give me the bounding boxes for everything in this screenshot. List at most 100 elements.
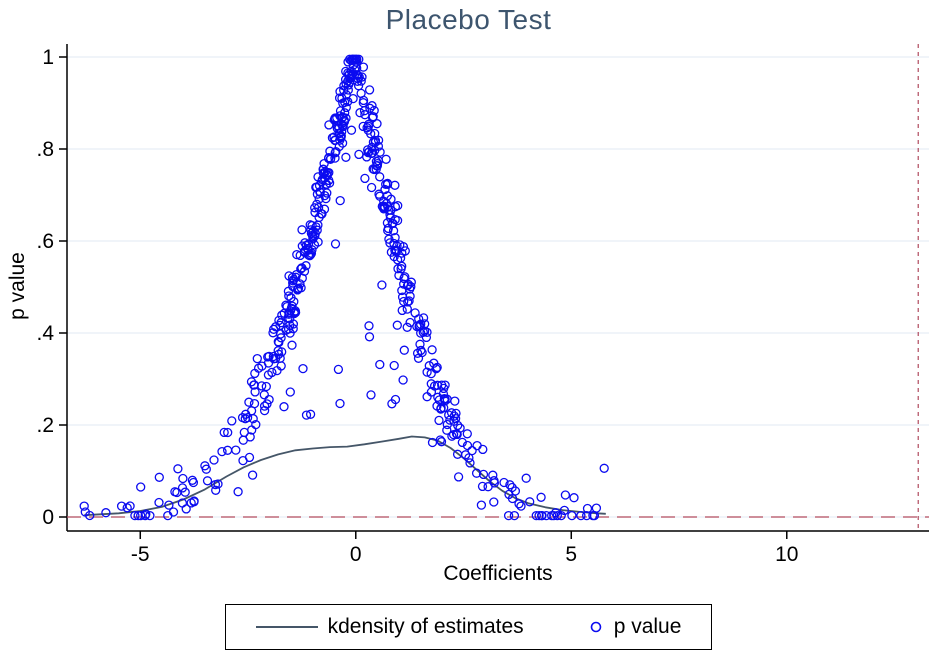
scatter-point (317, 177, 327, 187)
scatter-point (130, 510, 140, 521)
scatter-point (514, 499, 524, 509)
scatter-point (365, 103, 375, 113)
scatter-point (227, 416, 237, 426)
scatter-point (395, 253, 406, 263)
scatter-point (310, 231, 320, 241)
scatter-point (247, 425, 257, 435)
scatter-point (478, 444, 488, 455)
scatter-point (450, 396, 460, 406)
scatter-point (334, 93, 345, 103)
scatter-point (245, 432, 255, 442)
scatter-point (269, 324, 279, 334)
scatter-point (367, 101, 377, 111)
scatter-point (346, 125, 357, 135)
scatter-point (293, 284, 303, 294)
scatter-point (402, 322, 412, 332)
x-tick-label: -5 (131, 543, 150, 566)
scatter-point (367, 142, 377, 153)
scatter-point (355, 108, 365, 118)
scatter-point (477, 481, 488, 492)
scatter-point (209, 455, 219, 465)
scatter-point (292, 249, 302, 260)
legend: kdensity of estimates p value (224, 604, 713, 650)
scatter-point (431, 364, 441, 374)
scatter-point (499, 477, 509, 488)
scatter-point (415, 339, 425, 349)
scatter-point (379, 203, 389, 213)
scatter-point (386, 194, 396, 204)
scatter-point (476, 500, 487, 510)
scatter-point (335, 86, 345, 97)
scatter-point (177, 498, 188, 508)
legend-row: kdensity of estimates p value (0, 604, 937, 650)
scatter-point (79, 501, 89, 511)
scatter-point (422, 367, 432, 377)
scatter-point (248, 414, 258, 424)
scatter-point (364, 85, 375, 95)
scatter-point (366, 390, 376, 400)
scatter-point (375, 172, 385, 182)
scatter-point (358, 62, 369, 72)
scatter-point (330, 239, 341, 249)
scatter-point (442, 394, 452, 404)
scatter-point (541, 510, 551, 521)
scatter-point (399, 273, 409, 284)
scatter-point (259, 405, 270, 416)
scatter-point (393, 200, 403, 211)
scatter-point (116, 501, 127, 511)
scatter-point (591, 503, 602, 513)
scatter-point (599, 463, 609, 473)
scatter-point (488, 470, 498, 480)
scatter-point (389, 360, 399, 371)
scatter-point (442, 425, 452, 435)
scatter-point (307, 220, 317, 231)
scatter-point (403, 297, 413, 307)
scatter-point (322, 188, 332, 198)
scatter-point (345, 77, 355, 87)
scatter-point (582, 503, 593, 514)
scatter-point (350, 65, 360, 75)
scatter-point (531, 510, 541, 521)
scatter-point (462, 440, 473, 451)
scatter-point (299, 266, 310, 276)
scatter-point (347, 54, 357, 64)
scatter-point (399, 296, 409, 307)
scatter-point (241, 409, 251, 419)
scatter-point (253, 363, 264, 373)
x-tick-label: 0 (350, 543, 362, 566)
scatter-point (335, 398, 345, 409)
scatter-point (380, 184, 390, 195)
scatter-point (247, 470, 258, 480)
scatter-point (335, 195, 345, 206)
scatter-point (410, 308, 420, 318)
scatter-point (285, 328, 295, 338)
scatter-point (505, 480, 515, 490)
scatter-point (356, 88, 366, 99)
scatter-point (453, 472, 464, 482)
scatter-point (145, 510, 155, 521)
scatter-point (298, 363, 308, 374)
legend-kdensity-label: kdensity of estimates (327, 615, 524, 638)
scatter-point (222, 445, 233, 455)
scatter-point (259, 390, 269, 400)
scatter-point (403, 279, 413, 290)
scatter-point (284, 309, 294, 319)
scatter-point (309, 240, 320, 250)
scatter-point (436, 437, 447, 447)
scatter-point (452, 449, 463, 459)
y-tick-label: .6 (36, 230, 54, 253)
scatter-point (285, 387, 295, 397)
scatter-point (418, 313, 429, 323)
scatter-point (353, 81, 364, 91)
scatter-point (217, 446, 227, 457)
scatter-point (324, 120, 334, 130)
scatter-point (341, 113, 351, 123)
scatter-point (341, 152, 351, 162)
scatter-point (168, 507, 179, 517)
legend-pvalue-label: p value (613, 615, 682, 638)
scatter-point (244, 397, 254, 407)
scatter-point (154, 497, 164, 508)
scatter-point (354, 149, 364, 160)
scatter-point (223, 427, 233, 438)
scatter-point (405, 291, 415, 301)
